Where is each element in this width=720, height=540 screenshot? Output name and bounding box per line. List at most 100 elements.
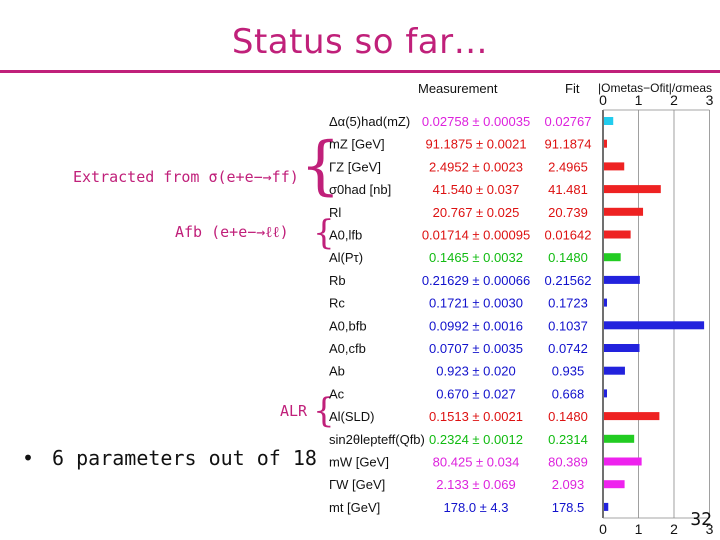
row-label: mW [GeV] <box>329 455 389 470</box>
pull-bar <box>604 275 640 284</box>
row-label: mt [GeV] <box>329 500 380 515</box>
row-fit: 0.1037 <box>548 318 588 333</box>
row-fit: 0.1480 <box>548 250 588 265</box>
row-measurement: 0.923 ± 0.020 <box>436 364 515 379</box>
axis-tick-bottom: 0 <box>599 521 607 537</box>
pull-bar <box>604 230 631 239</box>
row-measurement: 80.425 ± 0.034 <box>433 455 520 470</box>
pull-bar <box>604 298 607 307</box>
row-fit: 0.0742 <box>548 341 588 356</box>
row-measurement: 0.1721 ± 0.0030 <box>429 296 523 311</box>
pull-bar <box>604 321 705 330</box>
row-label: Rl <box>329 205 341 220</box>
row-label: A0,bfb <box>329 318 367 333</box>
brace-extracted: { <box>300 129 341 203</box>
row-measurement: 0.02758 ± 0.00035 <box>422 114 530 129</box>
pull-bar <box>604 117 614 125</box>
annotation-extracted: Extracted from σ(e+e−→ff) <box>73 168 299 186</box>
header-fit: Fit <box>565 81 580 96</box>
table-row: ΓW [GeV] 2.133 ± 0.069 2.093 <box>329 477 625 492</box>
row-measurement: 0.1513 ± 0.0021 <box>429 409 523 424</box>
row-measurement: 0.0992 ± 0.0016 <box>429 318 523 333</box>
table-row: mZ [GeV] 91.1875 ± 0.0021 91.1874 <box>329 137 607 152</box>
row-fit: 2.093 <box>552 477 585 492</box>
row-label: A0,cfb <box>329 341 366 356</box>
row-measurement: 0.0707 ± 0.0035 <box>429 341 523 356</box>
axis-tick-top: 1 <box>635 92 643 108</box>
table-row: A0,cfb 0.0707 ± 0.0035 0.0742 <box>329 341 640 356</box>
pull-bar <box>604 502 609 511</box>
table-row: sin2θlepteff(Qfb) 0.2324 ± 0.0012 0.2314 <box>329 432 635 447</box>
bullet-text: 6 parameters out of 18 <box>52 446 317 470</box>
row-measurement: 2.4952 ± 0.0023 <box>429 159 523 174</box>
page-number: 32 <box>690 509 712 530</box>
row-label: Al(SLD) <box>329 409 375 424</box>
table-row: Ac 0.670 ± 0.027 0.668 <box>329 386 607 401</box>
row-fit: 2.4965 <box>548 159 588 174</box>
pull-bar <box>604 162 625 171</box>
row-measurement: 0.1465 ± 0.0032 <box>429 250 523 265</box>
pull-bar <box>604 457 642 466</box>
pull-bar <box>604 139 607 148</box>
header-measurement: Measurement <box>418 81 498 96</box>
table-row: Ab 0.923 ± 0.020 0.935 <box>329 364 625 379</box>
row-measurement: 20.767 ± 0.025 <box>433 205 520 220</box>
annotation-afb: Afb (e+e−→ℓℓ) <box>175 223 289 241</box>
axis-tick-bottom: 3 <box>706 521 714 537</box>
row-measurement: 0.670 ± 0.027 <box>436 386 515 401</box>
table-row: ΓZ [GeV] 2.4952 ± 0.0023 2.4965 <box>329 159 625 174</box>
row-label: Δα(5)had(mZ) <box>329 114 410 129</box>
pull-bar <box>604 434 635 443</box>
table-row: σ0had [nb] 41.540 ± 0.037 41.481 <box>329 182 661 197</box>
axis-tick-top: 3 <box>706 92 714 108</box>
row-fit: 0.21562 <box>545 273 592 288</box>
row-label: mZ [GeV] <box>329 137 385 152</box>
pull-bar <box>604 344 640 352</box>
row-measurement: 0.2324 ± 0.0012 <box>429 432 523 447</box>
pull-bar <box>604 253 621 262</box>
brace-afb: { <box>313 213 335 253</box>
axis-tick-top: 0 <box>599 92 607 108</box>
row-label: A0,lfb <box>329 228 362 243</box>
title-underline <box>0 70 720 73</box>
row-fit: 0.668 <box>552 386 585 401</box>
axis-tick-bottom: 2 <box>670 521 678 537</box>
row-fit: 0.1723 <box>548 296 588 311</box>
row-fit: 20.739 <box>548 205 588 220</box>
axis-tick-top: 2 <box>670 92 678 108</box>
table-row: mW [GeV] 80.425 ± 0.034 80.389 <box>329 455 642 470</box>
pull-bar <box>604 185 661 194</box>
pull-bar <box>604 412 660 421</box>
header-pull: |Ometas−Ofit|/σmeas <box>598 81 712 95</box>
pull-bar <box>604 389 607 398</box>
pull-bar <box>604 207 644 216</box>
row-label: sin2θlepteff(Qfb) <box>329 432 425 447</box>
brace-alr: { <box>313 391 335 431</box>
axis-tick-bottom: 1 <box>635 521 643 537</box>
pull-axis-top: 0 1 2 3 <box>599 92 714 518</box>
row-label: ΓW [GeV] <box>329 477 385 492</box>
row-fit: 41.481 <box>548 182 588 197</box>
row-fit: 0.01642 <box>545 228 592 243</box>
row-measurement: 0.01714 ± 0.00095 <box>422 228 530 243</box>
row-measurement: 178.0 ± 4.3 <box>444 500 509 515</box>
row-label: σ0had [nb] <box>329 182 391 197</box>
pull-bar <box>604 480 625 489</box>
table-row: Rc 0.1721 ± 0.0030 0.1723 <box>329 296 607 311</box>
annotation-alr: ALR <box>280 402 308 420</box>
bullet-item: • 6 parameters out of 18 <box>22 446 317 470</box>
table-row: Rl 20.767 ± 0.025 20.739 <box>329 205 644 220</box>
table-rows: Δα(5)had(mZ) 0.02758 ± 0.00035 0.02767 mZ [… <box>329 114 705 515</box>
row-label: Ab <box>329 364 345 379</box>
row-fit: 0.02767 <box>545 114 592 129</box>
table-row: Rb 0.21629 ± 0.00066 0.21562 <box>329 273 640 288</box>
row-label: ΓZ [GeV] <box>329 159 381 174</box>
slide-title: Status so far… <box>231 22 489 62</box>
row-measurement: 2.133 ± 0.069 <box>436 477 515 492</box>
row-fit: 91.1874 <box>545 137 592 152</box>
row-fit: 0.2314 <box>548 432 588 447</box>
table-row: A0,lfb 0.01714 ± 0.00095 0.01642 <box>329 228 631 243</box>
table-row: A0,bfb 0.0992 ± 0.0016 0.1037 <box>329 318 705 333</box>
bullet-dot: • <box>22 446 35 470</box>
